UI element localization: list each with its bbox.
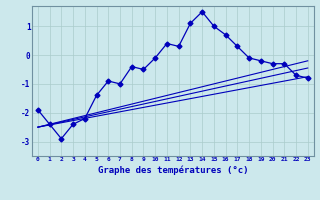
X-axis label: Graphe des températures (°c): Graphe des températures (°c) bbox=[98, 165, 248, 175]
